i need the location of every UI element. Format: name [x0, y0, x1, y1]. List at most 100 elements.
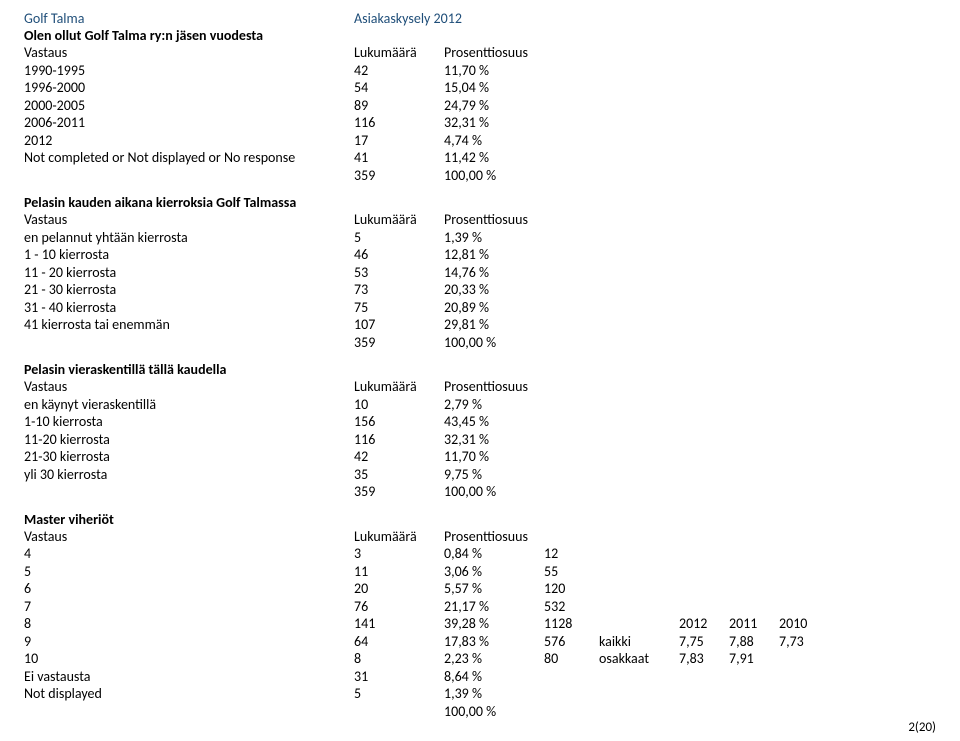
row-v2	[729, 598, 779, 616]
row-pct: 20,89 %	[444, 299, 544, 317]
row-label: Not displayed	[24, 685, 354, 703]
total-pct: 100,00 %	[444, 334, 544, 352]
row-count: 3	[354, 545, 444, 563]
table-row: 31 - 40 kierrosta7520,89 %	[24, 299, 936, 317]
row-v2	[729, 685, 779, 703]
row-ext: 120	[544, 580, 599, 598]
row-count: 54	[354, 79, 444, 97]
row-pct: 32,31 %	[444, 431, 544, 449]
row-label: 5	[24, 563, 354, 581]
table-row: Ei vastausta318,64 %	[24, 668, 936, 686]
row-v2: 2011	[729, 615, 779, 633]
row-pct: 43,45 %	[444, 413, 544, 431]
table-row: Not completed or Not displayed or No res…	[24, 149, 936, 167]
row-label: 2000-2005	[24, 97, 354, 115]
row-label: 4	[24, 545, 354, 563]
col-lukumaara: Lukumäärä	[354, 211, 444, 229]
table-row: 11-20 kierrosta11632,31 %	[24, 431, 936, 449]
row-v3	[779, 598, 829, 616]
row-tag: kaikki	[599, 633, 679, 651]
row-pct: 8,64 %	[444, 668, 544, 686]
row-label: 21 - 30 kierrosta	[24, 281, 354, 299]
table-row: 1082,23 %80osakkaat7,837,91	[24, 650, 936, 668]
row-v3: 2010	[779, 615, 829, 633]
row-tag	[599, 580, 679, 598]
row-pct: 5,57 %	[444, 580, 544, 598]
row-v1: 2012	[679, 615, 729, 633]
col-vastaus: Vastaus	[24, 528, 354, 546]
row-v1	[679, 668, 729, 686]
section4-total: 100,00 %	[24, 703, 936, 721]
row-count: 141	[354, 615, 444, 633]
row-v1: 7,83	[679, 650, 729, 668]
row-tag	[599, 563, 679, 581]
row-label: en pelannut yhtään kierrosta	[24, 229, 354, 247]
row-label: 41 kierrosta tai enemmän	[24, 316, 354, 334]
table-row: yli 30 kierrosta359,75 %	[24, 466, 936, 484]
row-pct: 32,31 %	[444, 114, 544, 132]
row-count: 107	[354, 316, 444, 334]
row-label: 1990-1995	[24, 62, 354, 80]
row-pct: 14,76 %	[444, 264, 544, 282]
section4-header-row: Vastaus Lukumäärä Prosenttiosuus	[24, 528, 936, 546]
table-row: 21 - 30 kierrosta7320,33 %	[24, 281, 936, 299]
col-vastaus: Vastaus	[24, 211, 354, 229]
row-count: 89	[354, 97, 444, 115]
row-label: Not completed or Not displayed or No res…	[24, 149, 354, 167]
page-footer: 2(20)	[908, 720, 936, 735]
col-prosentti: Prosenttiosuus	[444, 44, 544, 62]
row-tag	[599, 668, 679, 686]
row-label: 11 - 20 kierrosta	[24, 264, 354, 282]
row-label: 8	[24, 615, 354, 633]
row-v3	[779, 685, 829, 703]
row-label: 2006-2011	[24, 114, 354, 132]
header-right: Asiakaskysely 2012	[354, 10, 462, 27]
col-lukumaara: Lukumäärä	[354, 528, 444, 546]
row-count: 5	[354, 229, 444, 247]
row-ext: 1128	[544, 615, 599, 633]
row-count: 76	[354, 598, 444, 616]
row-ext: 12	[544, 545, 599, 563]
row-count: 116	[354, 431, 444, 449]
row-ext: 576	[544, 633, 599, 651]
table-row: 2006-201111632,31 %	[24, 114, 936, 132]
table-row: 430,84 %12	[24, 545, 936, 563]
row-v2: 7,91	[729, 650, 779, 668]
row-pct: 4,74 %	[444, 132, 544, 150]
page: Golf Talma Asiakaskysely 2012 Olen ollut…	[0, 0, 960, 741]
row-pct: 15,04 %	[444, 79, 544, 97]
row-v3: 7,73	[779, 633, 829, 651]
row-count: 8	[354, 650, 444, 668]
row-tag	[599, 545, 679, 563]
section1-header-row: Vastaus Lukumäärä Prosenttiosuus	[24, 44, 936, 62]
row-count: 10	[354, 396, 444, 414]
row-count: 75	[354, 299, 444, 317]
row-v1	[679, 685, 729, 703]
row-pct: 0,84 %	[444, 545, 544, 563]
row-pct: 11,70 %	[444, 448, 544, 466]
row-pct: 9,75 %	[444, 466, 544, 484]
row-label: 2012	[24, 132, 354, 150]
table-row: 21-30 kierrosta4211,70 %	[24, 448, 936, 466]
row-v2	[729, 545, 779, 563]
row-v1: 7,75	[679, 633, 729, 651]
table-row: 11 - 20 kierrosta5314,76 %	[24, 264, 936, 282]
section2-title: Pelasin kauden aikana kierroksia Golf Ta…	[24, 194, 936, 211]
table-row: 2012174,74 %	[24, 132, 936, 150]
table-row: en pelannut yhtään kierrosta51,39 %	[24, 229, 936, 247]
row-count: 35	[354, 466, 444, 484]
row-count: 20	[354, 580, 444, 598]
row-ext	[544, 685, 599, 703]
row-tag	[599, 598, 679, 616]
table-row: Not displayed51,39 %	[24, 685, 936, 703]
row-count: 11	[354, 563, 444, 581]
section3-title: Pelasin vieraskentillä tällä kaudella	[24, 361, 936, 378]
row-label: 11-20 kierrosta	[24, 431, 354, 449]
table-row: 96417,83 %576kaikki7,757,887,73	[24, 633, 936, 651]
row-count: 64	[354, 633, 444, 651]
row-v1	[679, 563, 729, 581]
row-pct: 39,28 %	[444, 615, 544, 633]
col-lukumaara: Lukumäärä	[354, 44, 444, 62]
col-lukumaara: Lukumäärä	[354, 378, 444, 396]
row-label: 31 - 40 kierrosta	[24, 299, 354, 317]
